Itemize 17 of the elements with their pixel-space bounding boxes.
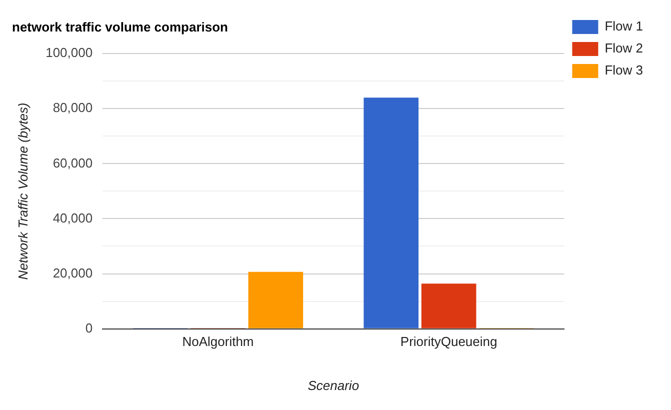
legend-label: Flow 3 (604, 62, 644, 78)
chart-title: network traffic volume comparison (12, 19, 228, 34)
x-axis-title: Scenario (308, 378, 360, 393)
y-tick-label: 60,000 (52, 155, 93, 170)
y-axis-title: Network Traffic Volume (bytes) (15, 102, 30, 280)
y-tick-label: 80,000 (52, 100, 93, 116)
bar (364, 98, 419, 328)
bar (248, 272, 304, 328)
y-tick-label: 0 (85, 320, 93, 336)
y-tick-label: 20,000 (52, 265, 93, 280)
legend-label: Flow 2 (604, 40, 644, 56)
x-tick-label: PriorityQueueing (400, 334, 498, 350)
legend-label: Flow 1 (604, 18, 644, 34)
bar (421, 284, 476, 328)
y-tick-label: 100,000 (46, 45, 93, 60)
y-tick-label: 40,000 (52, 210, 93, 226)
x-tick-label: NoAlgorithm (182, 334, 254, 350)
